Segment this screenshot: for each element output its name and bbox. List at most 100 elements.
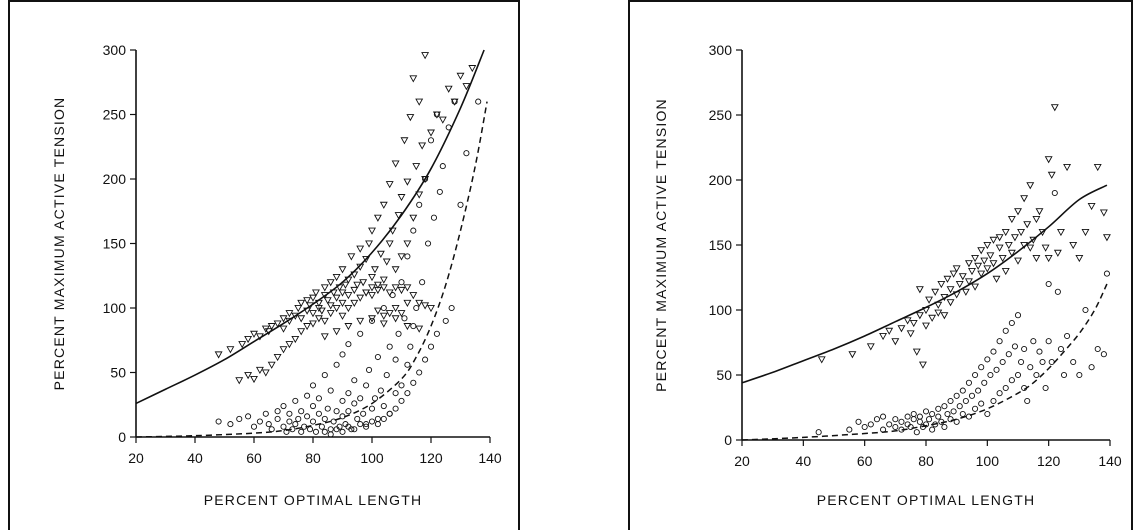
data-point-triangle (1044, 254, 1053, 263)
data-point-circle (1014, 312, 1022, 319)
data-point-triangle (379, 320, 388, 328)
data-point-circle (380, 402, 387, 410)
data-point-circle (846, 426, 853, 433)
data-point-circle (304, 392, 311, 399)
data-point-triangle (1056, 228, 1065, 237)
chart-panel-left: 0 50 100 150 200 250 300 20 40 60 80 100 120 140 PERCE… (8, 0, 520, 530)
data-point-circle (374, 421, 381, 428)
data-point-triangle (344, 304, 353, 313)
data-point-triangle (912, 348, 921, 356)
fit-curve-solid (135, 49, 485, 405)
data-point-circle (475, 98, 482, 105)
data-point-circle (999, 358, 1006, 366)
data-point-triangle (915, 286, 924, 294)
data-point-triangle (344, 292, 353, 300)
x-tick-label: 40 (187, 450, 203, 466)
data-point-triangle (415, 191, 424, 199)
data-point-circle (401, 315, 408, 322)
x-tick-label: 80 (305, 450, 321, 466)
data-point-circle (972, 371, 979, 379)
data-point-triangle (946, 286, 955, 294)
data-point-triangle (341, 281, 350, 289)
data-point-circle (451, 98, 458, 105)
data-point-triangle (273, 354, 282, 362)
chart-left: 0 50 100 150 200 250 300 20 40 60 80 100 120 140 PERCE… (51, 42, 502, 508)
y-tick-label: 150 (709, 237, 733, 253)
y-tick-label: 300 (103, 42, 127, 58)
data-point-triangle (314, 315, 323, 323)
data-point-triangle (986, 252, 995, 260)
data-point-circle (953, 418, 960, 425)
data-point-triangle (350, 299, 359, 307)
data-point-circle (929, 410, 936, 418)
data-point-triangle (885, 327, 894, 335)
data-point-circle (368, 405, 376, 412)
data-point-triangle (326, 310, 335, 318)
data-point-triangle (879, 332, 888, 341)
data-point-triangle (309, 310, 317, 318)
data-point-circle (990, 348, 997, 355)
data-point-circle (386, 343, 393, 350)
y-tick-label: 200 (709, 172, 733, 188)
data-point-triangle (373, 281, 382, 289)
data-point-circle (357, 421, 364, 428)
data-point-triangle (444, 85, 453, 93)
data-point-circle (292, 397, 299, 404)
data-point-circle (351, 426, 358, 433)
data-point-triangle (373, 286, 382, 295)
data-point-triangle (238, 341, 247, 349)
data-point-circle (283, 428, 290, 435)
data-point-circle (873, 416, 880, 423)
data-point-circle (280, 402, 287, 410)
data-point-triangle (1023, 221, 1032, 229)
data-point-triangle (365, 240, 374, 248)
data-point-circle (442, 317, 449, 324)
data-point-circle (898, 418, 905, 425)
data-point-triangle (400, 137, 409, 145)
data-point-triangle (952, 265, 961, 273)
data-point-circle (309, 382, 317, 389)
data-point-triangle (403, 323, 412, 331)
data-point-circle (321, 372, 328, 379)
data-point-triangle (427, 129, 435, 137)
data-point-circle (990, 397, 997, 405)
x-tick-label: 120 (419, 450, 443, 466)
x-tick-label: 140 (1098, 453, 1122, 469)
data-point-triangle (320, 333, 329, 341)
data-point-triangle (421, 302, 430, 310)
data-point-triangle (226, 346, 235, 354)
data-point-triangle (406, 114, 415, 122)
data-point-circle (422, 175, 429, 183)
data-point-circle (815, 429, 822, 436)
data-point-triangle (235, 377, 244, 385)
data-point-circle (333, 361, 340, 368)
data-point-triangle (1032, 254, 1041, 263)
data-point-triangle (309, 294, 317, 302)
data-point-triangle (922, 322, 930, 330)
data-point-circle (433, 330, 440, 337)
y-tick-label: 100 (709, 302, 733, 318)
data-point-triangle (379, 312, 388, 320)
data-point-triangle (1081, 228, 1090, 237)
data-point-triangle (285, 310, 294, 318)
data-point-circle (410, 323, 417, 330)
data-point-triangle (391, 284, 400, 292)
data-point-circle (315, 395, 322, 402)
data-point-triangle (347, 253, 356, 261)
x-axis-title: PERCENT OPTIMAL LENGTH (817, 492, 1036, 508)
y-axis-title: PERCENT MAXIMUM ACTIVE TENSION (51, 97, 67, 391)
data-point-circle (357, 330, 364, 337)
data-point-circle (245, 413, 252, 420)
data-point-triangle (964, 260, 973, 268)
data-point-circle (892, 423, 899, 431)
x-tick-label: 100 (976, 453, 1000, 469)
data-point-triangle (397, 310, 406, 318)
x-tick-label: 60 (246, 450, 262, 466)
data-point-triangle (326, 279, 335, 287)
data-point-circle (1018, 358, 1025, 366)
data-point-circle (996, 338, 1003, 345)
data-point-circle (1094, 345, 1101, 353)
chart-panel-right: 0 50 100 150 200 250 300 20 40 60 80 100 120 140 PERCE… (628, 0, 1133, 530)
data-point-circle (265, 421, 272, 428)
data-point-triangle (391, 315, 400, 323)
